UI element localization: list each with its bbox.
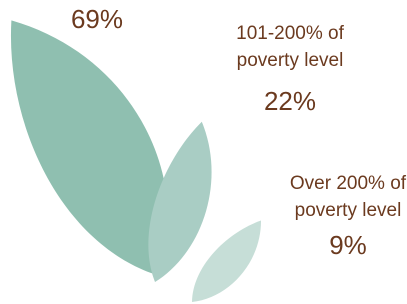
infographic: 69% 101-200% of poverty level 22% Over 200%… [0,0,407,304]
leaf [11,20,168,276]
value-label: 69% [47,4,147,35]
category-label: Over 200% of poverty level [278,170,407,224]
leaf [192,221,261,303]
value-label: 22% [240,86,340,117]
leaf [148,122,211,282]
category-label: 101-200% of poverty level [220,20,360,74]
value-label: 9% [298,230,398,261]
